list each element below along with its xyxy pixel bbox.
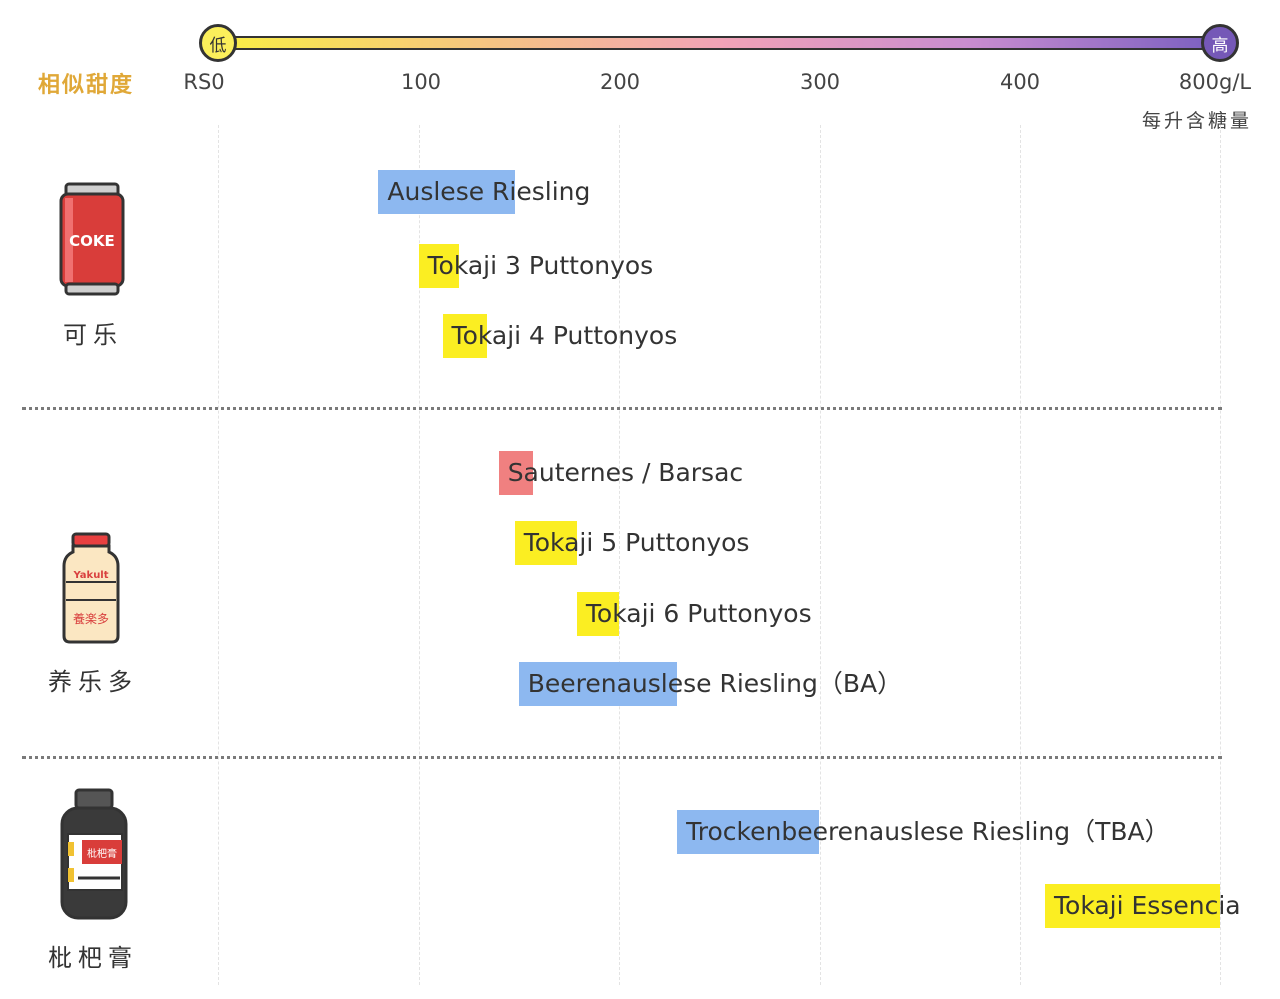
sweetness-range-bar [442,314,487,358]
gridline [619,125,620,985]
sweetness-range-bar [418,244,459,288]
x-tick-label: 400 [999,70,1041,94]
svg-text:養楽多: 養楽多 [73,611,109,626]
gridline [1220,125,1221,985]
axis-unit-label: 每升含糖量 [1142,110,1253,132]
gridline [419,125,420,985]
low-sweetness-badge: 低 [199,24,237,62]
svg-text:Yakult: Yakult [72,570,108,581]
sweetness-range-bar [498,451,533,495]
section-divider [22,756,1222,759]
sweetness-range-bar [514,521,577,565]
section-divider [22,407,1222,410]
reference-label-yakult: 养乐多 [48,668,138,696]
x-tick-label: 800g/L [1178,70,1252,94]
gridline [218,125,219,985]
wine-label: Tokaji Essencia [1054,891,1241,920]
gridline [820,125,821,985]
wine-label: Tokaji 6 Puttonyos [585,599,812,628]
reference-label-loquat-syrup: 枇杷膏 [48,944,138,972]
x-tick-label: 300 [799,70,841,94]
wine-label: Auslese Riesling [387,177,591,206]
sweetness-range-bar [378,170,515,214]
x-tick-label: RS0 [183,70,225,94]
x-tick-label: 100 [400,70,442,94]
reference-label-coke: 可乐 [63,321,123,349]
wine-label: Tokaji 5 Puttonyos [523,528,750,557]
wine-label: Sauternes / Barsac [507,458,744,487]
sweetness-range-bar [1045,884,1220,928]
sweetness-gradient-bar [218,36,1221,50]
gridline [1020,125,1021,985]
syrup-bottle-icon: 枇杷膏 [60,788,128,920]
wine-label: Tokaji 3 Puttonyos [427,251,654,280]
axis-title: 相似甜度 [38,73,135,98]
sweetness-range-bar [576,592,619,636]
wine-label: Beerenauslese Riesling（BA） [527,669,903,698]
svg-text:枇杷膏: 枇杷膏 [87,847,117,860]
high-sweetness-badge: 高 [1201,24,1239,62]
sweetness-range-bar [518,662,678,706]
wine-label: Trockenbeerenauslese Riesling（TBA） [686,817,1170,846]
yakult-bottle-icon: Yakult 養楽多 [62,532,120,644]
coke-can-icon: COKE [59,182,125,296]
sweetness-range-bar [677,810,820,854]
x-tick-label: 200 [599,70,641,94]
svg-text:COKE: COKE [69,232,115,250]
wine-label: Tokaji 4 Puttonyos [451,321,678,350]
